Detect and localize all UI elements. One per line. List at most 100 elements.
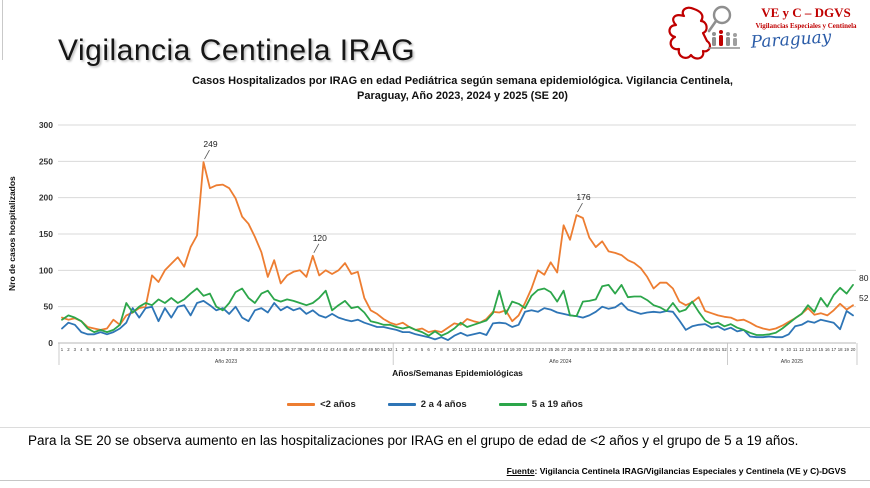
svg-text:250: 250 — [39, 156, 53, 166]
svg-text:Año 2025: Año 2025 — [781, 359, 803, 365]
svg-text:20: 20 — [851, 347, 856, 352]
svg-text:3: 3 — [742, 347, 745, 352]
svg-text:41: 41 — [317, 347, 322, 352]
svg-text:4: 4 — [749, 347, 752, 352]
svg-text:49: 49 — [703, 347, 708, 352]
legend-swatch — [387, 403, 416, 406]
svg-text:26: 26 — [220, 347, 225, 352]
svg-text:25: 25 — [214, 347, 219, 352]
svg-text:25: 25 — [548, 347, 553, 352]
svg-text:6: 6 — [93, 347, 96, 352]
svg-text:15: 15 — [484, 347, 489, 352]
svg-text:45: 45 — [677, 347, 682, 352]
logo-org-subtitle: Vigilancias Especiales y Centinela — [755, 22, 857, 30]
legend-label: 2 a 4 años — [420, 399, 467, 410]
legend-item-2to4: 2 a 4 años — [387, 399, 467, 410]
svg-text:17: 17 — [163, 347, 168, 352]
svg-text:36: 36 — [619, 347, 624, 352]
svg-text:22: 22 — [195, 347, 200, 352]
svg-text:27: 27 — [561, 347, 566, 352]
svg-text:2: 2 — [67, 347, 70, 352]
svg-text:23: 23 — [535, 347, 540, 352]
page-title: Vigilancia Centinela IRAG — [58, 34, 416, 68]
legend-swatch — [498, 403, 527, 406]
svg-text:31: 31 — [253, 347, 258, 352]
svg-text:13: 13 — [806, 347, 811, 352]
svg-text:44: 44 — [336, 347, 341, 352]
svg-text:Años/Semanas Epidemiológicas: Años/Semanas Epidemiológicas — [392, 368, 523, 378]
svg-text:80: 80 — [859, 273, 869, 283]
svg-text:32: 32 — [259, 347, 264, 352]
svg-text:12: 12 — [130, 347, 135, 352]
svg-text:28: 28 — [233, 347, 238, 352]
svg-text:36: 36 — [285, 347, 290, 352]
svg-text:1: 1 — [730, 347, 733, 352]
svg-text:29: 29 — [574, 347, 579, 352]
svg-text:24: 24 — [208, 347, 213, 352]
svg-text:30: 30 — [246, 347, 251, 352]
svg-text:14: 14 — [478, 347, 483, 352]
svg-text:29: 29 — [240, 347, 245, 352]
svg-text:40: 40 — [310, 347, 315, 352]
svg-text:9: 9 — [112, 347, 115, 352]
svg-text:28: 28 — [568, 347, 573, 352]
svg-text:10: 10 — [786, 347, 791, 352]
svg-text:35: 35 — [613, 347, 618, 352]
people-icon — [708, 30, 740, 49]
svg-text:5: 5 — [421, 347, 424, 352]
svg-text:9: 9 — [447, 347, 450, 352]
svg-text:33: 33 — [265, 347, 270, 352]
svg-text:47: 47 — [690, 347, 695, 352]
svg-text:49: 49 — [368, 347, 373, 352]
svg-text:12: 12 — [799, 347, 804, 352]
svg-text:7: 7 — [768, 347, 771, 352]
svg-text:6: 6 — [762, 347, 765, 352]
left-edge-rule — [2, 0, 3, 60]
svg-text:7: 7 — [99, 347, 102, 352]
svg-text:Año 2024: Año 2024 — [549, 359, 571, 365]
chart-title: Casos Hospitalizados por IRAG en edad Pe… — [0, 74, 870, 105]
chart-title-line1: Casos Hospitalizados por IRAG en edad Pe… — [192, 75, 733, 87]
svg-text:12: 12 — [465, 347, 470, 352]
svg-text:50: 50 — [709, 347, 714, 352]
svg-text:1: 1 — [61, 347, 64, 352]
svg-text:39: 39 — [638, 347, 643, 352]
svg-text:42: 42 — [323, 347, 328, 352]
legend-item-5to19: 5 a 19 años — [498, 399, 583, 410]
svg-text:0: 0 — [48, 338, 53, 348]
divider-bottom — [0, 480, 870, 481]
svg-text:17: 17 — [831, 347, 836, 352]
legend-label: 5 a 19 años — [531, 399, 583, 410]
svg-text:40: 40 — [645, 347, 650, 352]
svg-text:33: 33 — [600, 347, 605, 352]
svg-text:4: 4 — [80, 347, 83, 352]
svg-text:48: 48 — [696, 347, 701, 352]
svg-text:200: 200 — [39, 193, 53, 203]
svg-text:3: 3 — [408, 347, 411, 352]
svg-text:6: 6 — [427, 347, 430, 352]
svg-text:11: 11 — [124, 347, 129, 352]
svg-text:51: 51 — [716, 347, 721, 352]
svg-text:10: 10 — [452, 347, 457, 352]
svg-text:13: 13 — [471, 347, 476, 352]
divider-top — [0, 427, 870, 428]
org-logo: VE y C – DGVS Vigilancias Especiales y C… — [664, 2, 864, 64]
svg-text:14: 14 — [143, 347, 148, 352]
svg-text:18: 18 — [838, 347, 843, 352]
svg-text:8: 8 — [106, 347, 109, 352]
svg-text:19: 19 — [510, 347, 515, 352]
source-label: Fuente — [506, 466, 535, 476]
svg-text:35: 35 — [278, 347, 283, 352]
svg-text:26: 26 — [555, 347, 560, 352]
chart-legend: <2 años 2 a 4 años 5 a 19 años — [0, 399, 870, 410]
svg-text:150: 150 — [39, 229, 53, 239]
svg-text:46: 46 — [349, 347, 354, 352]
svg-text:38: 38 — [632, 347, 637, 352]
svg-text:52: 52 — [388, 347, 393, 352]
chart-title-line2: Paraguay, Año 2023, 2024 y 2025 (SE 20) — [357, 90, 568, 103]
svg-text:19: 19 — [844, 347, 849, 352]
svg-text:34: 34 — [606, 347, 611, 352]
svg-text:52: 52 — [722, 347, 727, 352]
svg-text:8: 8 — [440, 347, 443, 352]
svg-text:2: 2 — [402, 347, 405, 352]
